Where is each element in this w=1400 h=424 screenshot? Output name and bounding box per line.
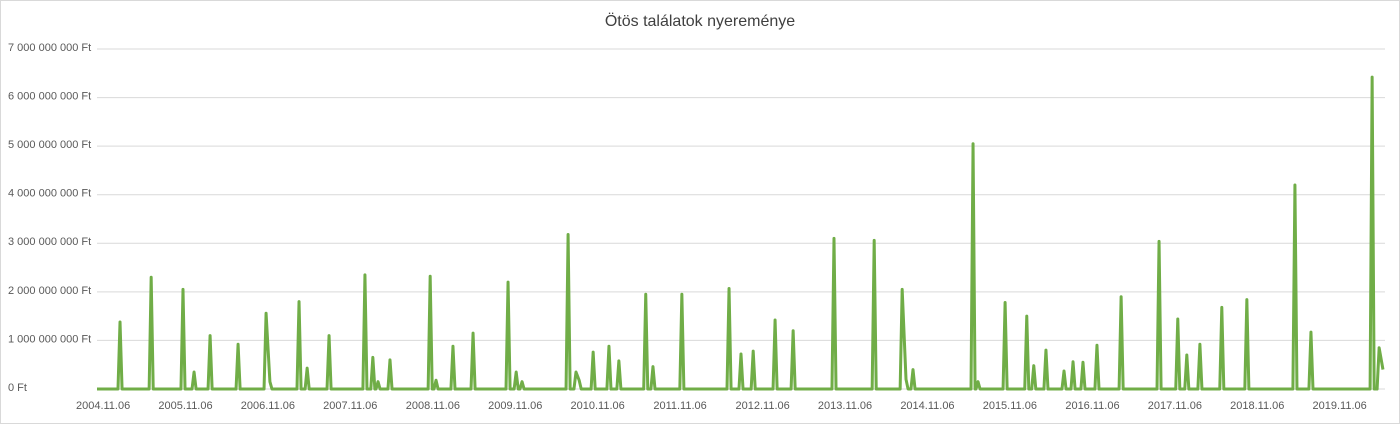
y-tick-label: 7 000 000 000 Ft <box>8 42 91 54</box>
y-tick-label: 5 000 000 000 Ft <box>8 139 91 151</box>
x-tick-label: 2004.11.06 <box>76 400 130 412</box>
x-tick-label: 2013.11.06 <box>818 400 872 412</box>
y-tick-label: 2 000 000 000 Ft <box>8 285 91 297</box>
x-tick-label: 2018.11.06 <box>1230 400 1284 412</box>
y-tick-label: 0 Ft <box>8 382 27 394</box>
x-tick-label: 2019.11.06 <box>1313 400 1367 412</box>
y-tick-label: 3 000 000 000 Ft <box>8 236 91 248</box>
x-tick-label: 2017.11.06 <box>1148 400 1202 412</box>
y-tick-label: 1 000 000 000 Ft <box>8 333 91 345</box>
x-tick-label: 2005.11.06 <box>158 400 212 412</box>
y-tick-label: 6 000 000 000 Ft <box>8 90 91 102</box>
x-tick-label: 2015.11.06 <box>983 400 1037 412</box>
y-tick-label: 4 000 000 000 Ft <box>8 188 91 200</box>
chart-title: Ötös találatok nyereménye <box>605 12 795 30</box>
x-tick-label: 2008.11.06 <box>406 400 460 412</box>
x-tick-label: 2006.11.06 <box>241 400 295 412</box>
x-tick-label: 2011.11.06 <box>653 400 706 412</box>
data-line <box>97 75 1385 391</box>
x-tick-label: 2014.11.06 <box>900 400 954 412</box>
x-tick-label: 2007.11.06 <box>323 400 377 412</box>
x-tick-label: 2012.11.06 <box>736 400 790 412</box>
x-tick-label: 2009.11.06 <box>488 400 542 412</box>
x-tick-label: 2010.11.06 <box>571 400 625 412</box>
x-tick-label: 2016.11.06 <box>1065 400 1119 412</box>
